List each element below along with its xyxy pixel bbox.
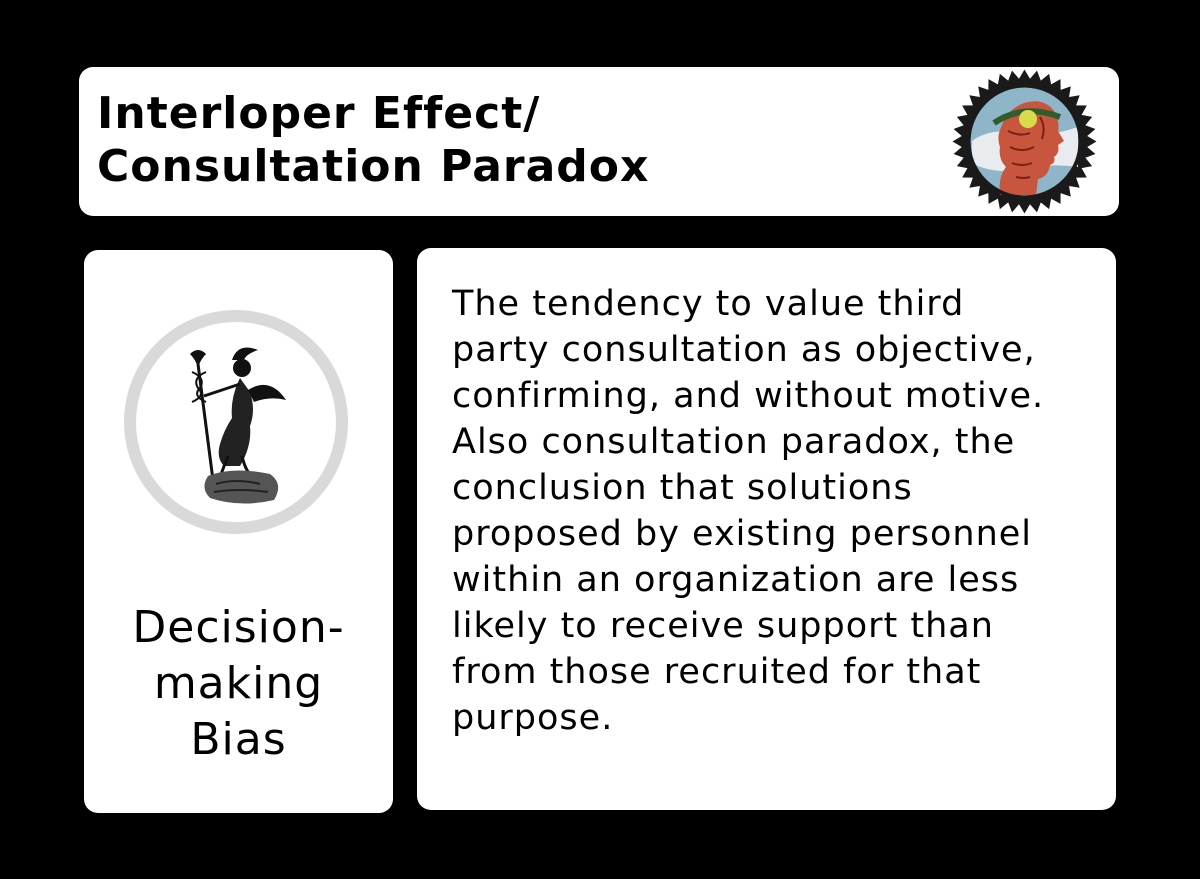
category-label-line-3: Bias [190,714,287,765]
definition-line: conclusion that solutions [452,468,913,508]
hermes-emblem-icon [124,310,348,534]
title-card: Interloper Effect/ Consultation Paradox [79,67,1119,216]
definition-card: The tendency to value third party consul… [417,248,1116,810]
definition-line: likely to receive support than [452,606,994,646]
category-card: Decision- making Bias [84,250,393,813]
category-label-line-2: making [153,658,324,709]
definition-line: from those recruited for that [452,652,982,692]
definition-line: confirming, and without motive. [452,376,1045,416]
card-title-line-1: Interloper Effect/ [97,88,541,139]
definition-line: purpose. [452,698,614,738]
definition-text: The tendency to value third party consul… [452,281,1092,741]
laurel-head-seal-icon [952,69,1097,214]
card-title-line-2: Consultation Paradox [97,141,650,192]
category-label: Decision- making Bias [84,600,393,768]
card-title: Interloper Effect/ Consultation Paradox [97,87,649,193]
definition-line: within an organization are less [452,560,1020,600]
definition-line: party consultation as objective, [452,330,1036,370]
definition-line: Also consultation paradox, the [452,422,1016,462]
definition-line: The tendency to value third [452,284,965,324]
definition-line: proposed by existing personnel [452,514,1033,554]
category-label-line-1: Decision- [132,602,345,653]
